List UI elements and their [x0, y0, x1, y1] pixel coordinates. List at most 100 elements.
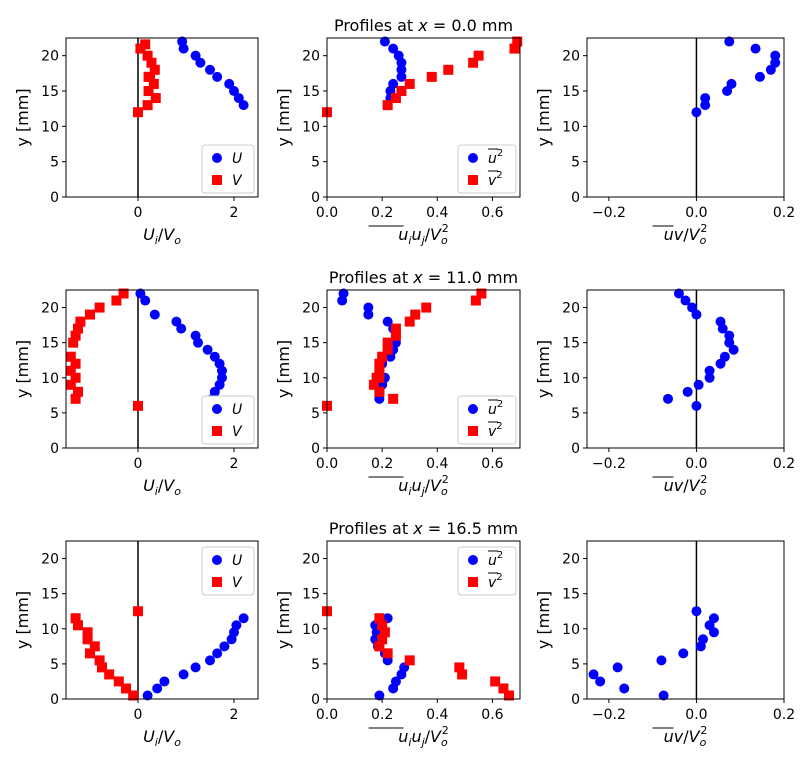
- y-tick-label: 0: [50, 441, 59, 457]
- data-point: [146, 57, 157, 68]
- y-tick-label: 10: [562, 371, 580, 387]
- data-point: [390, 93, 401, 104]
- y-tick-label: 0: [311, 692, 320, 708]
- data-point: [176, 323, 187, 334]
- legend-box: [457, 144, 517, 194]
- x-tick-label: −0.2: [592, 456, 626, 472]
- data-point: [142, 690, 153, 701]
- data-point: [89, 641, 100, 652]
- data-point: [695, 641, 706, 652]
- data-point: [724, 36, 735, 47]
- legend-marker: [468, 153, 478, 163]
- series-uv: [691, 36, 781, 118]
- series-v²: [322, 288, 487, 411]
- data-point: [374, 641, 385, 652]
- data-point: [149, 64, 160, 75]
- data-point: [85, 648, 95, 659]
- y-tick-label: 10: [302, 622, 320, 638]
- data-point: [190, 50, 201, 61]
- data-point: [396, 71, 407, 82]
- data-point: [377, 351, 388, 362]
- legend: UV: [201, 546, 255, 596]
- y-axis-label: y [mm]: [274, 88, 293, 146]
- subplot-r3-c2: 0 5 10 15 20 0.0 0.2 0.4 0.6 y [mm] uiuj/Vo2 Profil…: [274, 519, 521, 749]
- y-tick-label: 10: [302, 371, 320, 387]
- data-point: [128, 690, 139, 701]
- data-point: [724, 330, 735, 341]
- x-axis-label: uv/Vo2: [664, 724, 708, 749]
- data-point: [190, 662, 201, 673]
- x-tick-label: 0.0: [685, 456, 707, 472]
- data-point: [490, 676, 501, 687]
- subplot-r1-c3: 0 5 10 15 20 −0.2 0.0 0.2 y [mm] uv/Vo2: [534, 36, 795, 247]
- series-v²: [322, 606, 514, 701]
- legend-marker: [212, 555, 222, 565]
- x-tick-label: 0.4: [426, 205, 448, 221]
- x-axis-label: uiuj/Vo2: [398, 724, 448, 749]
- data-point: [390, 323, 401, 334]
- axes-frame: [326, 289, 521, 449]
- axes-frame: [586, 289, 785, 449]
- data-point: [233, 93, 244, 104]
- data-point: [133, 107, 143, 118]
- data-point: [224, 78, 235, 89]
- y-tick-label: 15: [562, 84, 580, 100]
- data-point: [680, 295, 691, 306]
- data-point: [708, 627, 719, 638]
- series-V: [133, 39, 161, 118]
- subplot-title: Profiles at x = 11.0 mm: [329, 268, 518, 287]
- legend-marker: [468, 175, 478, 185]
- data-point: [193, 337, 203, 348]
- data-point: [121, 683, 131, 694]
- y-tick-label: 0: [571, 190, 580, 206]
- x-axis-label: uv/Vo2: [664, 473, 708, 498]
- x-tick-label: 2: [230, 205, 239, 221]
- data-point: [377, 620, 388, 631]
- x-tick-label: 0.6: [481, 707, 503, 723]
- y-tick-label: 0: [311, 190, 320, 206]
- y-tick-label: 10: [562, 622, 580, 638]
- data-point: [70, 358, 81, 369]
- data-point: [470, 295, 481, 306]
- data-point: [396, 86, 407, 96]
- data-point: [368, 379, 379, 390]
- data-point: [396, 57, 407, 68]
- data-point: [75, 316, 86, 327]
- y-tick-label: 20: [562, 552, 580, 568]
- data-point: [73, 386, 83, 397]
- data-point: [133, 400, 143, 411]
- data-point: [363, 302, 374, 313]
- y-tick-label: 15: [41, 84, 59, 100]
- data-point: [715, 358, 726, 369]
- data-point: [205, 655, 215, 666]
- data-point: [619, 683, 630, 694]
- legend-label: v2: [488, 421, 503, 440]
- data-point: [700, 100, 711, 111]
- data-point: [388, 43, 399, 54]
- legend-label: v2: [488, 572, 503, 591]
- data-point: [691, 400, 702, 411]
- data-point: [717, 323, 728, 334]
- data-point: [135, 288, 146, 299]
- x-axis-label: uiuj/Vo2: [398, 473, 448, 498]
- data-point: [142, 100, 153, 111]
- data-point: [682, 386, 693, 397]
- data-point: [662, 393, 673, 404]
- y-tick-label: 0: [571, 441, 580, 457]
- legend-marker: [468, 555, 478, 565]
- axes-frame: [326, 540, 521, 700]
- data-point: [509, 43, 520, 54]
- legend-marker: [468, 426, 478, 436]
- data-point: [140, 39, 151, 50]
- data-point: [85, 309, 95, 320]
- data-point: [363, 309, 374, 320]
- legend-box: [201, 546, 255, 596]
- y-axis-label: y [mm]: [274, 340, 293, 398]
- y-tick-label: 20: [302, 552, 320, 568]
- data-point: [443, 64, 454, 75]
- data-point: [97, 662, 107, 673]
- data-point: [178, 669, 189, 680]
- data-point: [73, 620, 83, 631]
- data-point: [410, 309, 421, 320]
- data-point: [382, 337, 393, 348]
